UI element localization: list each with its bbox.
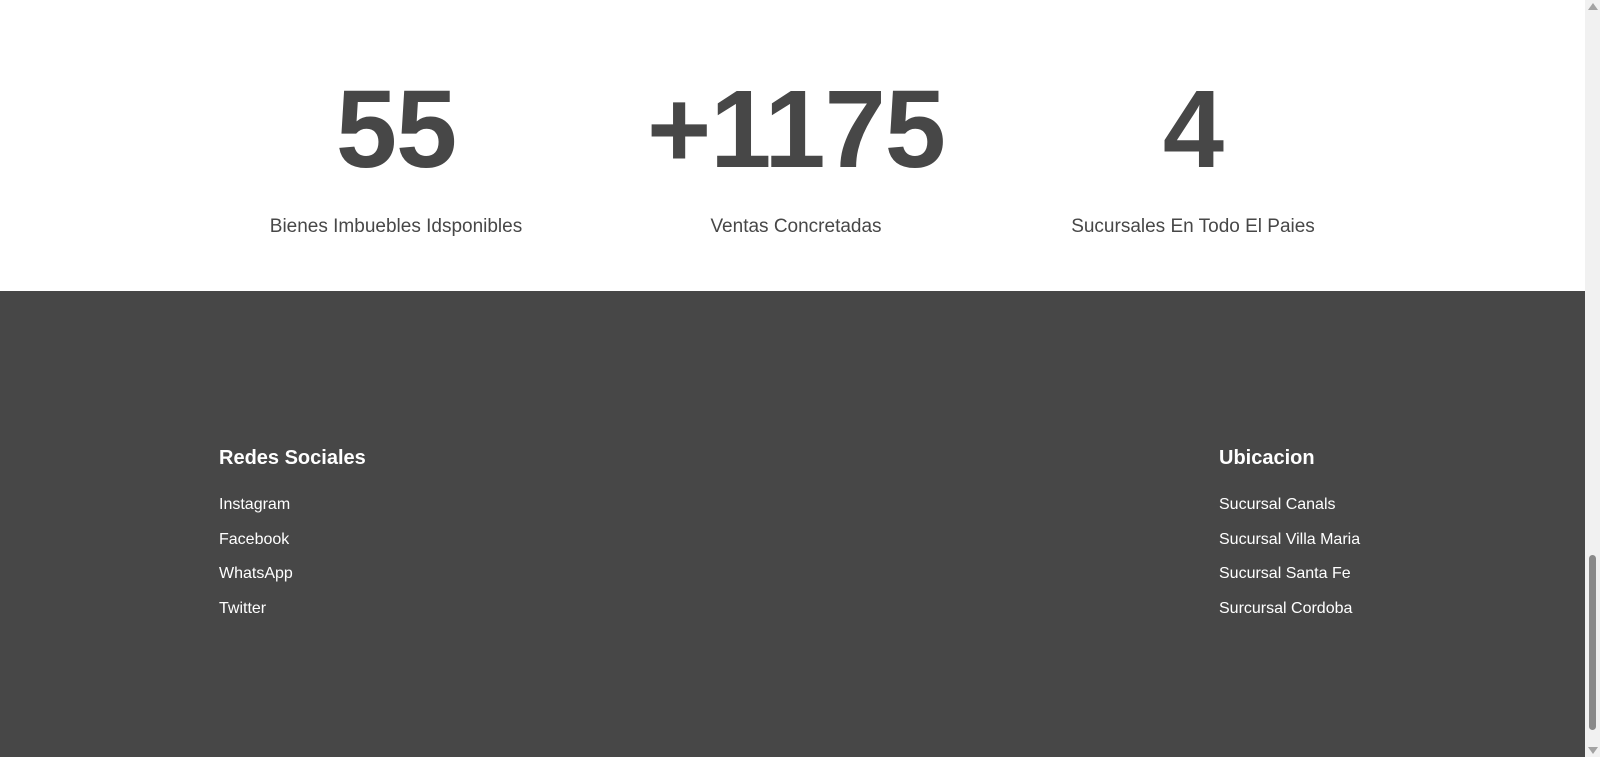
footer-link-villa-maria[interactable]: Sucursal Villa Maria (1219, 530, 1361, 548)
stat-label: Ventas Concretadas (710, 216, 882, 237)
stat-number: 55 (335, 68, 457, 191)
footer-link-canals[interactable]: Sucursal Canals (1219, 496, 1336, 513)
footer-link-twitter[interactable]: Twitter (219, 599, 267, 617)
stat-number: +1175 (647, 68, 946, 191)
footer-location-heading: Ubicacion (1219, 447, 1315, 469)
footer-link-santa-fe[interactable]: Sucursal Santa Fe (1219, 565, 1351, 582)
scrollbar-thumb[interactable] (1589, 555, 1596, 730)
scroll-up-arrow-icon[interactable] (1588, 3, 1598, 10)
vertical-scrollbar[interactable] (1585, 0, 1600, 757)
footer-link-whatsapp[interactable]: WhatsApp (219, 565, 293, 582)
footer-link-instagram[interactable]: Instagram (219, 496, 291, 513)
stats-section: 55 Bienes Imbuebles Idsponibles +1175 Ve… (0, 0, 1585, 291)
footer-location-list: Sucursal Canals Sucursal Villa Maria Suc… (1219, 496, 1360, 634)
footer-link-cordoba[interactable]: Surcursal Cordoba (1219, 599, 1353, 617)
footer-link-facebook[interactable]: Facebook (219, 530, 290, 548)
footer-social-list: Instagram Facebook WhatsApp Twitter (219, 496, 293, 634)
scroll-down-arrow-icon[interactable] (1588, 747, 1598, 754)
stat-number: 4 (1162, 68, 1224, 191)
footer-social-heading: Redes Sociales (219, 447, 366, 469)
stat-label: Bienes Imbuebles Idsponibles (269, 216, 523, 237)
footer: Redes Sociales Instagram Facebook WhatsA… (0, 291, 1585, 757)
stat-label: Sucursales En Todo El Paies (1071, 216, 1315, 237)
